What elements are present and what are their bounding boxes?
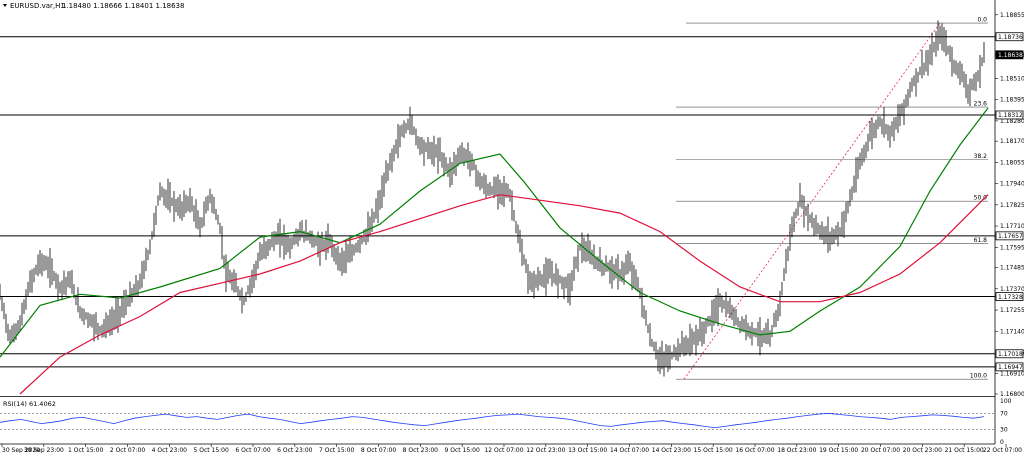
triangle-down-icon[interactable] xyxy=(3,4,7,7)
symbol-label: EURUSD.var,H1 xyxy=(10,2,65,10)
level-price-box: 1.18736 xyxy=(995,32,1024,42)
price-boxes: 1.18736 1.18312 1.17657 1.17328 1.17018 1.169… xyxy=(995,32,1024,372)
time-tick-label: 21 Oct 15:00 xyxy=(945,447,984,453)
time-tick-label: 20 Oct 23:00 xyxy=(903,447,942,453)
level-price-box: 1.16947 xyxy=(995,362,1024,372)
level-price-label: 1.16947 xyxy=(998,364,1023,371)
level-price-label: 1.17328 xyxy=(998,294,1023,301)
rsi-label: RSI(14) 61.4062 xyxy=(3,400,56,408)
current-price-label: 1.18638 xyxy=(998,52,1023,59)
level-price-label: 1.17018 xyxy=(998,351,1023,358)
price-tick-label: 1.17940 xyxy=(1000,181,1024,188)
time-tick-label: 7 Oct 15:00 xyxy=(319,447,354,453)
time-tick-label: 20 Oct 07:00 xyxy=(861,447,900,453)
time-tick-label: 14 Oct 07:00 xyxy=(610,447,649,453)
fib-level-label: 100.0 xyxy=(970,373,987,380)
level-price-label: 1.17657 xyxy=(998,233,1023,240)
time-tick-label: 30 Sep 2020 xyxy=(2,447,40,453)
time-tick-label: 8 Oct 07:00 xyxy=(361,447,396,453)
price-tick-label: 1.16800 xyxy=(1000,391,1024,398)
time-tick-label: 1 Oct 15:00 xyxy=(68,447,103,453)
time-tick-label: 15 Oct 15:00 xyxy=(694,447,733,453)
price-tick-label: 1.18395 xyxy=(1000,97,1024,104)
time-tick-label: 22 Oct 07:00 xyxy=(983,447,1022,453)
rsi-pane: 100 70 30 0 xyxy=(0,398,1012,446)
price-tick-label: 1.17140 xyxy=(1000,328,1024,335)
time-tick-label: 8 Oct 23:00 xyxy=(403,447,438,453)
price-line xyxy=(0,20,985,377)
ohlc-label: 1.18480 1.18666 1.18401 1.18638 xyxy=(62,2,184,10)
fib-trend-line[interactable] xyxy=(683,22,941,380)
price-tick-label: 1.16910 xyxy=(1000,371,1024,378)
time-tick-label: 14 Oct 23:00 xyxy=(652,447,691,453)
time-tick-label: 9 Oct 15:00 xyxy=(445,447,480,453)
time-tick-label: 12 Oct 23:00 xyxy=(526,447,565,453)
price-tick-label: 1.18280 xyxy=(1000,118,1024,125)
level-price-box: 1.17018 xyxy=(995,349,1024,359)
fib-level-label: 61.8 xyxy=(974,237,988,244)
price-tick-label: 1.18855 xyxy=(1000,12,1024,19)
price-tick-label: 1.18055 xyxy=(1000,159,1024,166)
time-tick-label: 12 Oct 07:00 xyxy=(484,447,523,453)
price-tick-label: 1.17255 xyxy=(1000,307,1024,314)
fibonacci-retracement: 0.0 23.6 38.2 50.0 61.8 100.0 xyxy=(676,17,988,380)
time-tick-label: 16 Oct 07:00 xyxy=(735,447,774,453)
time-tick-label: 30 Sep 23:00 xyxy=(24,447,64,453)
rsi-line xyxy=(0,412,985,429)
time-tick-label: 18 Oct 23:00 xyxy=(777,447,816,453)
time-tick-label: 6 Oct 07:00 xyxy=(235,447,270,453)
level-price-label: 1.18312 xyxy=(998,112,1023,119)
level-price-label: 1.18736 xyxy=(998,34,1023,41)
rsi-tick-label: 70 xyxy=(1000,410,1008,417)
time-tick-label: 5 Oct 15:00 xyxy=(194,447,229,453)
fib-level-label: 0.0 xyxy=(977,17,987,24)
time-tick-label: 19 Oct 15:00 xyxy=(819,447,858,453)
price-tick-label: 1.18170 xyxy=(1000,138,1024,145)
rsi-tick-label: 30 xyxy=(1000,427,1008,434)
fib-level-label: 38.2 xyxy=(974,153,988,160)
price-tick-label: 1.17370 xyxy=(1000,286,1024,293)
fib-level-label: 50.0 xyxy=(974,195,988,202)
price-tick-label: 1.17825 xyxy=(1000,202,1024,209)
price-tick-label: 1.17710 xyxy=(1000,223,1024,230)
fib-level-label: 23.6 xyxy=(974,101,988,108)
chart-header: EURUSD.var,H1 1.18480 1.18666 1.18401 1.… xyxy=(3,2,184,10)
horizontal-levels xyxy=(0,36,995,368)
level-price-box: 1.17328 xyxy=(995,292,1024,301)
price-tick-label: 1.17595 xyxy=(1000,244,1024,251)
time-tick-label: 13 Oct 15:00 xyxy=(568,447,607,453)
time-tick-label: 2 Oct 07:00 xyxy=(110,447,145,453)
moving-averages xyxy=(0,107,989,395)
level-price-box: 1.18312 xyxy=(995,110,1024,120)
time-tick-label: 4 Oct 23:00 xyxy=(152,447,187,453)
moving-average-red xyxy=(19,194,989,395)
price-axis: 1.18855 1.18638 1.18510 1.18395 1.18280 1.181… xyxy=(995,12,1024,398)
current-price-box: 1.18638 xyxy=(995,50,1024,60)
price-tick-label: 1.18510 xyxy=(1000,75,1024,82)
level-price-box: 1.17657 xyxy=(995,231,1024,241)
price-tick-label: 1.17485 xyxy=(1000,265,1024,272)
rsi-tick-label: 100 xyxy=(1000,398,1012,405)
rsi-tick-label: 0 xyxy=(1000,439,1004,446)
time-tick-label: 6 Oct 23:00 xyxy=(277,447,312,453)
